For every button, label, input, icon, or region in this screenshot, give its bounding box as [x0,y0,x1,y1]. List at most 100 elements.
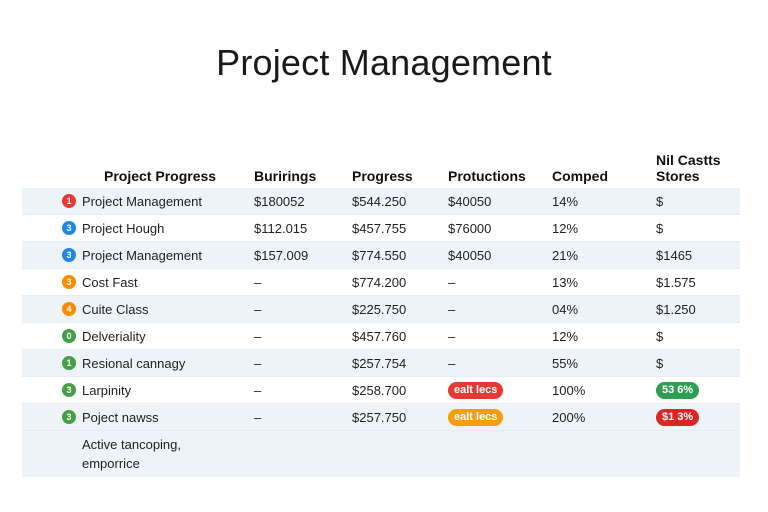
row-badge-cell: 1 [22,350,82,376]
row-badge-cell: 0 [22,323,82,349]
row-completed: 12% [552,220,579,236]
row-badge-cell: 3 [22,242,82,268]
row-progress: $774.200 [352,274,407,290]
table-row[interactable]: 0 Delveriality – $457.760 – 12% $ [22,323,740,350]
header-progress[interactable]: Progress [352,168,413,184]
row-budget: $180052 [254,193,305,209]
row-productions: – [448,301,456,317]
row-name: Larpinity [82,382,132,398]
footer-text: Active tancoping, emporrice [22,435,254,473]
row-name: Resional cannagy [82,355,186,371]
status-badge-icon: 1 [62,194,76,208]
costs-status-pill[interactable]: $1 3% [656,408,700,426]
row-costs: $ [656,355,664,371]
status-badge-icon: 3 [62,221,76,235]
row-progress: $257.750 [352,409,407,425]
row-name: Project Management [82,193,202,209]
status-badge-icon: 3 [62,383,76,397]
row-budget: – [254,328,262,344]
header-completed[interactable]: Comped [552,168,608,184]
table-header: Project Progress Burirings Progress Prot… [22,148,740,188]
status-badge-icon: 4 [62,302,76,316]
row-name: Project Hough [82,220,165,236]
row-productions: ealt lecs [448,404,552,430]
status-badge-icon: 3 [62,275,76,289]
row-productions: $40050 [448,247,492,263]
row-badge-cell: 3 [22,215,82,241]
row-completed: 100% [552,382,586,398]
table-row[interactable]: 3 Project Management $157.009 $774.550 $4005… [22,242,740,269]
row-completed: 12% [552,328,579,344]
row-name: Cost Fast [82,274,138,290]
row-budget: $157.009 [254,247,309,263]
row-costs: $1.575 [656,274,696,290]
row-costs: $1 3% [656,404,740,430]
status-badge-icon: 3 [62,410,76,424]
productions-status-pill[interactable]: ealt lecs [448,408,504,426]
row-costs: $ [656,193,664,209]
row-budget: – [254,382,262,398]
row-name: Project Management [82,247,202,263]
row-progress: $457.760 [352,328,407,344]
header-costs-line1: Nil Castts [656,152,721,168]
row-badge-cell: 3 [22,404,82,430]
footer-line1: Active tancoping, [82,437,182,452]
row-name: Poject nawss [82,409,159,425]
status-badge-icon: 3 [62,248,76,262]
header-costs-line2: Stores [656,168,700,184]
row-productions: – [448,274,456,290]
row-badge-cell: 1 [22,188,82,214]
costs-status-pill[interactable]: 53 6% [656,381,700,399]
row-completed: 04% [552,301,579,317]
table-row[interactable]: 4 Cuite Class – $225.750 – 04% $1.250 [22,296,740,323]
table-row[interactable]: 3 Larpinity – $258.700 ealt lecs 100% 53 6% [22,377,740,404]
status-badge-icon: 0 [62,329,76,343]
row-badge-cell: 3 [22,269,82,295]
row-progress: $774.550 [352,247,407,263]
productions-status-pill[interactable]: ealt lecs [448,381,504,399]
row-progress: $457.755 [352,220,407,236]
page-title: Project Management [216,42,552,83]
table-row[interactable]: 3 Cost Fast – $774.200 – 13% $1.575 [22,269,740,296]
row-costs: 53 6% [656,377,740,403]
table-row[interactable]: 1 Resional cannagy – $257.754 – 55% $ [22,350,740,377]
project-table: Project Progress Burirings Progress Prot… [22,148,740,477]
row-completed: 14% [552,193,579,209]
row-progress: $257.754 [352,355,407,371]
row-budget: – [254,355,262,371]
row-budget: $112.015 [254,220,308,236]
row-productions: ealt lecs [448,377,552,403]
row-progress: $225.750 [352,301,407,317]
row-budget: – [254,301,262,317]
row-productions: – [448,355,456,371]
row-completed: 200% [552,409,586,425]
table-row[interactable]: 3 Poject nawss – $257.750 ealt lecs 200% $1 3% [22,404,740,431]
header-costs[interactable]: Nil Castts Stores [656,152,740,184]
row-productions: $40050 [448,193,492,209]
row-costs: $ [656,328,664,344]
row-budget: – [254,274,262,290]
row-badge-cell: 4 [22,296,82,322]
row-budget: – [254,409,262,425]
footer-line2: emporrice [82,456,140,471]
row-costs: $1465 [656,247,693,263]
table-footer-row: Active tancoping, emporrice [22,431,740,477]
header-project-progress[interactable]: Project Progress [104,168,217,184]
row-name: Delveriality [82,328,146,344]
header-productions[interactable]: Protuctions [448,168,526,184]
table-row[interactable]: 3 Project Hough $112.015 $457.755 $76000 12% $ [22,215,740,242]
row-badge-cell: 3 [22,377,82,403]
header-budget[interactable]: Burirings [254,168,317,184]
row-completed: 13% [552,274,579,290]
row-costs: $ [656,220,664,236]
row-name: Cuite Class [82,301,149,317]
row-progress: $258.700 [352,382,407,398]
row-productions: – [448,328,456,344]
status-badge-icon: 1 [62,356,76,370]
row-completed: 55% [552,355,579,371]
row-costs: $1.250 [656,301,696,317]
row-productions: $76000 [448,220,492,236]
row-completed: 21% [552,247,579,263]
table-row[interactable]: 1 Project Management $180052 $544.250 $40050… [22,188,740,215]
row-progress: $544.250 [352,193,407,209]
